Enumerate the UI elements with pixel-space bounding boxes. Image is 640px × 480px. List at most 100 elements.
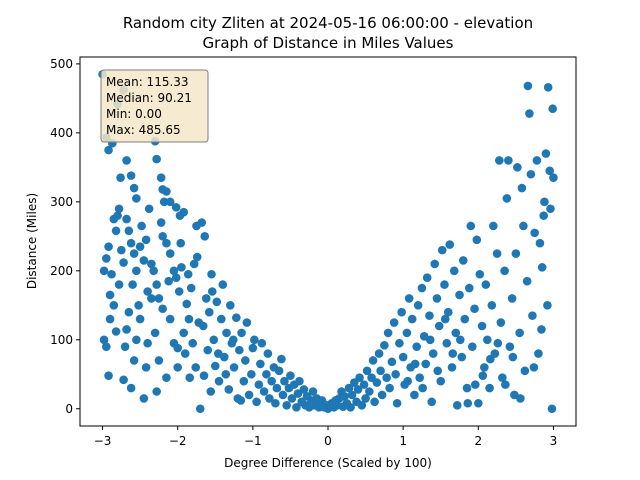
data-point	[477, 321, 487, 331]
data-point	[344, 383, 354, 393]
data-point	[201, 294, 211, 303]
data-point	[346, 403, 355, 412]
data-point	[447, 363, 457, 372]
data-point	[407, 314, 417, 324]
data-point	[410, 359, 420, 369]
data-point	[221, 369, 231, 379]
data-point	[229, 363, 239, 372]
data-point	[156, 218, 166, 227]
data-point	[212, 297, 222, 307]
data-point	[129, 356, 139, 365]
data-point	[277, 354, 286, 364]
data-point	[464, 283, 474, 293]
data-point	[508, 352, 518, 362]
data-point	[287, 394, 297, 403]
data-point	[232, 313, 241, 323]
data-point	[455, 290, 464, 300]
data-point	[195, 404, 205, 414]
data-point	[152, 154, 161, 164]
data-point	[430, 259, 440, 269]
data-point	[445, 240, 455, 249]
data-point	[105, 314, 115, 324]
data-point	[159, 197, 169, 207]
data-point	[117, 245, 126, 255]
data-point	[186, 283, 196, 293]
data-point	[436, 376, 446, 386]
data-point	[493, 338, 503, 348]
data-point	[216, 314, 226, 324]
data-point	[526, 169, 536, 179]
data-point	[143, 287, 152, 296]
data-point	[173, 363, 182, 372]
stat-median: Median: 90.21	[106, 91, 192, 105]
x-tick-label: 1	[399, 434, 407, 448]
data-point	[241, 356, 250, 365]
data-point	[207, 269, 216, 279]
data-point	[247, 369, 256, 379]
data-point	[466, 221, 476, 231]
data-point	[204, 307, 214, 317]
data-point	[171, 273, 181, 283]
data-point	[549, 173, 558, 182]
x-axis-label: Degree Difference (Scaled by 100)	[224, 456, 432, 470]
x-tick-label: 3	[550, 434, 558, 448]
stats-box: Mean: 115.33 Median: 90.21 Min: 0.00 Max…	[100, 69, 209, 143]
data-point	[460, 314, 470, 324]
data-point	[99, 266, 109, 276]
data-point	[244, 390, 254, 400]
data-point	[395, 338, 404, 348]
data-point	[236, 396, 246, 405]
data-point	[135, 314, 145, 324]
data-point	[229, 335, 238, 345]
data-point	[539, 211, 548, 220]
data-point	[99, 335, 109, 345]
stat-min: Min: 0.00	[106, 107, 162, 121]
data-point	[532, 156, 542, 165]
data-point	[403, 376, 412, 386]
y-tick-label: 300	[50, 195, 73, 209]
data-point	[440, 280, 449, 289]
data-point	[417, 283, 427, 293]
data-point	[370, 397, 379, 407]
data-point	[124, 226, 134, 236]
points-layer	[98, 69, 558, 414]
data-point	[293, 389, 303, 398]
data-point	[458, 256, 468, 265]
data-point	[274, 366, 284, 376]
data-point	[189, 259, 199, 269]
x-tick-label: −2	[169, 434, 187, 448]
data-point	[449, 266, 459, 276]
data-point	[537, 263, 547, 272]
data-point	[179, 207, 189, 217]
data-point	[295, 376, 304, 386]
data-point	[218, 280, 228, 289]
data-point	[267, 376, 276, 386]
data-point	[242, 318, 252, 327]
data-point	[126, 383, 136, 393]
stat-max: Max: 485.65	[106, 123, 181, 137]
y-tick-label: 100	[50, 333, 73, 347]
data-point	[182, 299, 192, 309]
data-point	[425, 311, 434, 320]
data-point	[398, 352, 408, 362]
chart-title-line1: Random city Zliten at 2024-05-16 06:00:0…	[123, 14, 533, 32]
data-point	[176, 238, 185, 248]
data-point	[149, 266, 158, 276]
data-point	[152, 387, 161, 396]
data-point	[380, 341, 389, 350]
y-tick-label: 400	[50, 126, 73, 140]
data-point	[174, 287, 184, 296]
data-point	[513, 163, 522, 172]
data-point	[397, 307, 406, 317]
data-point	[382, 373, 391, 383]
data-point	[308, 387, 318, 396]
data-point	[374, 349, 384, 358]
data-point	[504, 156, 513, 165]
data-point	[132, 266, 141, 276]
data-point	[525, 109, 534, 118]
data-point	[124, 307, 134, 317]
y-tick-label: 500	[50, 57, 73, 71]
data-point	[282, 401, 291, 410]
data-point	[278, 390, 288, 400]
data-point	[489, 221, 498, 231]
